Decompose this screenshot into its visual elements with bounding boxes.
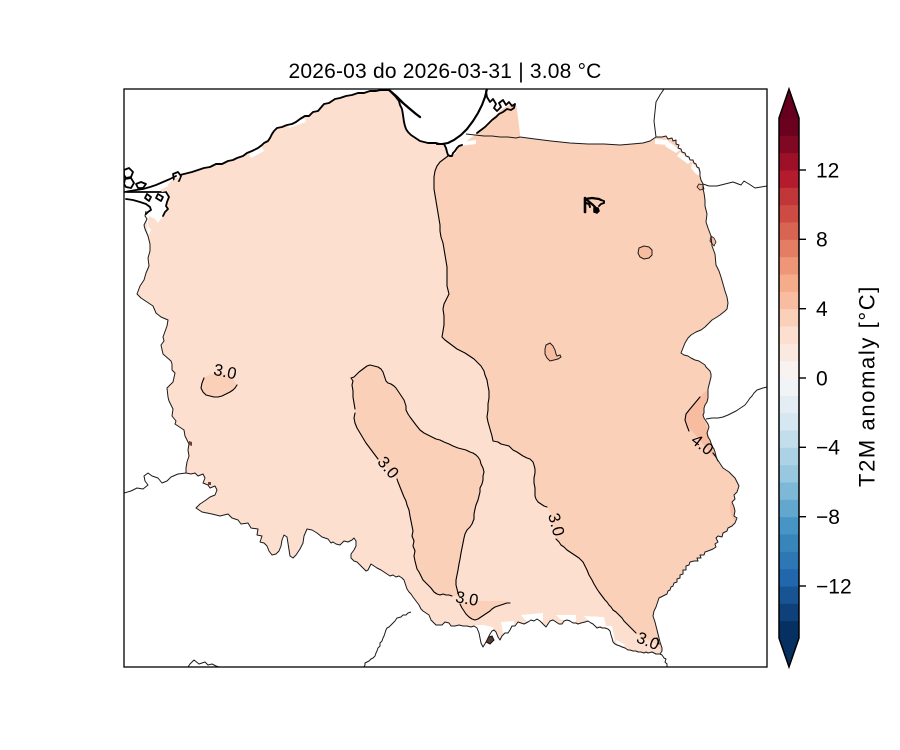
svg-text:8: 8 [816,229,828,252]
svg-text:T2M anomaly [°C]: T2M anomaly [°C] [855,285,880,487]
svg-text:3.0: 3.0 [544,511,567,538]
svg-text:−4: −4 [816,437,840,460]
svg-text:−8: −8 [816,506,840,529]
svg-text:3.0: 3.0 [454,588,480,610]
svg-text:−12: −12 [816,575,852,598]
svg-text:3.0: 3.0 [212,361,238,383]
svg-text:12: 12 [816,159,839,182]
svg-text:2026-03 do 2026-03-31 | 3.08 °: 2026-03 do 2026-03-31 | 3.08 °C [288,60,601,83]
svg-text:0: 0 [816,367,828,390]
svg-text:4: 4 [816,298,828,321]
